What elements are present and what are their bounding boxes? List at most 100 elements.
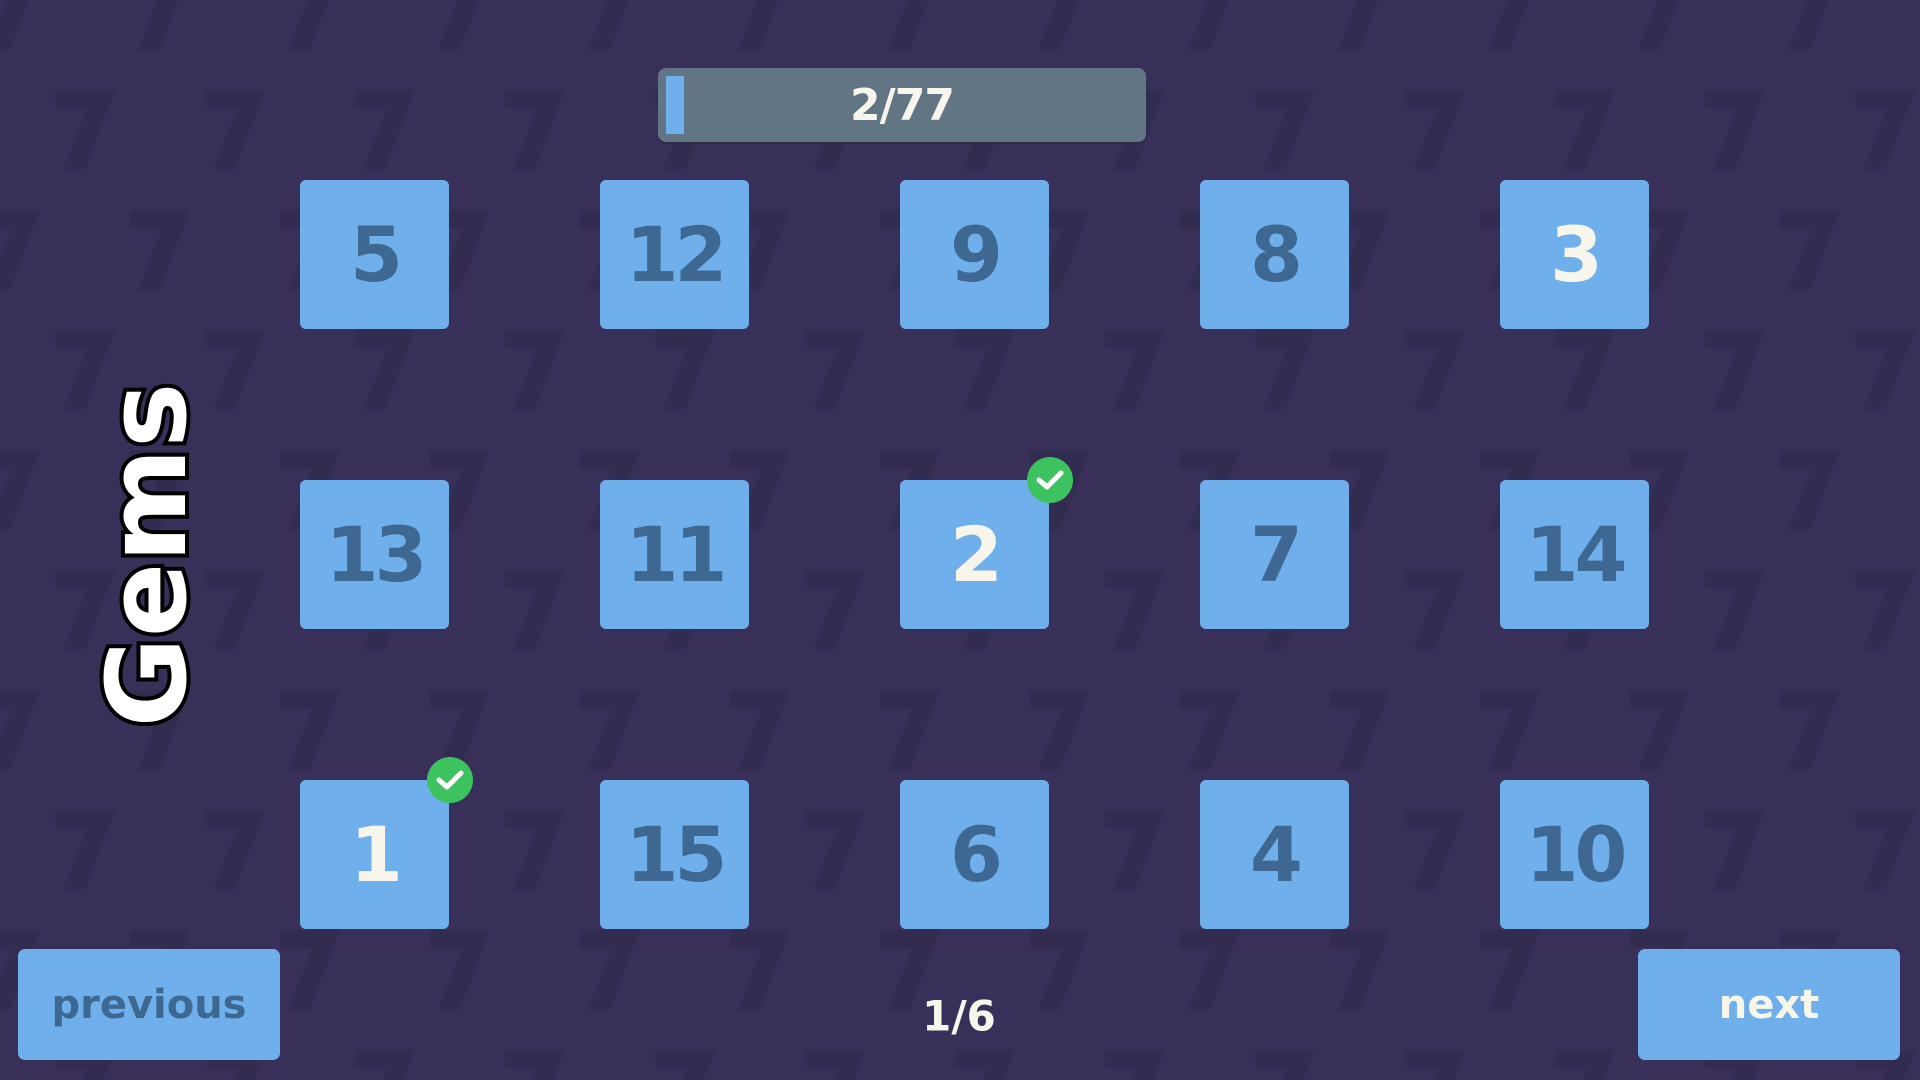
pattern-glyph (1405, 1050, 1465, 1080)
pattern-glyph (55, 810, 115, 890)
progress-fill (666, 76, 684, 134)
pattern-glyph (580, 930, 640, 1010)
pattern-glyph (1630, 210, 1690, 290)
pattern-glyph (805, 330, 865, 410)
pattern-glyph (205, 90, 265, 170)
pattern-glyph (730, 690, 790, 770)
level-tile[interactable]: 11 (600, 480, 749, 629)
pattern-glyph (655, 330, 715, 410)
pattern-glyph (730, 450, 790, 530)
pattern-glyph (1105, 1050, 1165, 1080)
pattern-glyph (1855, 90, 1915, 170)
pattern-glyph (438, 0, 479, 50)
check-circle-icon (1027, 457, 1073, 503)
level-tile[interactable]: 10 (1500, 780, 1649, 929)
level-tile[interactable]: 1 (300, 780, 449, 929)
category-title: Gems (79, 379, 215, 732)
level-tile[interactable]: 5 (300, 180, 449, 329)
pattern-glyph (1255, 1050, 1315, 1080)
level-tile[interactable]: 4 (1200, 780, 1349, 929)
pattern-glyph (0, 690, 40, 770)
pattern-glyph (430, 690, 490, 770)
pattern-glyph (1480, 690, 1540, 770)
pattern-glyph (505, 1050, 565, 1080)
pattern-glyph (1405, 570, 1465, 650)
pattern-glyph (55, 90, 115, 170)
pattern-glyph (1330, 690, 1390, 770)
level-tile[interactable]: 6 (900, 780, 1049, 929)
pattern-glyph (1488, 0, 1529, 50)
pattern-glyph (1788, 0, 1829, 50)
pattern-glyph (1630, 690, 1690, 770)
level-tile[interactable]: 8 (1200, 180, 1349, 329)
pattern-glyph (1030, 930, 1090, 1010)
pattern-glyph (805, 570, 865, 650)
pattern-glyph (1180, 690, 1240, 770)
pattern-glyph (505, 810, 565, 890)
pattern-glyph (355, 90, 415, 170)
pattern-glyph (1188, 0, 1229, 50)
pattern-glyph (1705, 810, 1765, 890)
pattern-glyph (430, 210, 490, 290)
pattern-glyph (880, 690, 940, 770)
level-tile[interactable]: 12 (600, 180, 749, 329)
pattern-glyph (1180, 930, 1240, 1010)
level-tile[interactable]: 9 (900, 180, 1049, 329)
pattern-glyph (1105, 570, 1165, 650)
pattern-glyph (355, 330, 415, 410)
progress-bar: 2/77 (658, 68, 1146, 142)
pattern-glyph (1555, 90, 1615, 170)
pattern-glyph (738, 0, 779, 50)
pattern-glyph (280, 930, 340, 1010)
level-tile[interactable]: 14 (1500, 480, 1649, 629)
pattern-glyph (1255, 330, 1315, 410)
pattern-glyph (1855, 570, 1915, 650)
pattern-glyph (1555, 330, 1615, 410)
pattern-glyph (580, 690, 640, 770)
pattern-glyph (1405, 810, 1465, 890)
pattern-glyph (355, 1050, 415, 1080)
pattern-glyph (1338, 0, 1379, 50)
check-circle-icon (427, 757, 473, 803)
level-tile[interactable]: 2 (900, 480, 1049, 629)
pattern-glyph (1105, 810, 1165, 890)
pattern-glyph (730, 210, 790, 290)
pattern-glyph (1630, 450, 1690, 530)
pattern-glyph (1780, 450, 1840, 530)
pattern-glyph (1030, 690, 1090, 770)
pattern-glyph (205, 810, 265, 890)
pattern-glyph (805, 1050, 865, 1080)
pattern-glyph (1405, 90, 1465, 170)
pattern-glyph (505, 90, 565, 170)
next-button[interactable]: next (1638, 949, 1900, 1060)
pattern-glyph (130, 690, 190, 770)
pattern-glyph (730, 930, 790, 1010)
pattern-glyph (1705, 90, 1765, 170)
pattern-glyph (205, 330, 265, 410)
progress-label: 2/77 (850, 79, 955, 131)
pattern-glyph (955, 330, 1015, 410)
level-tile[interactable]: 13 (300, 480, 449, 629)
pattern-glyph (1330, 450, 1390, 530)
pattern-glyph (130, 450, 190, 530)
pattern-glyph (288, 0, 329, 50)
pattern-glyph (55, 570, 115, 650)
pattern-glyph (655, 1050, 715, 1080)
pattern-glyph (1855, 330, 1915, 410)
pattern-glyph (130, 210, 190, 290)
pattern-glyph (1555, 1050, 1615, 1080)
pattern-glyph (1255, 90, 1315, 170)
pattern-glyph (0, 0, 29, 50)
level-tile[interactable]: 3 (1500, 180, 1649, 329)
level-tile[interactable]: 7 (1200, 480, 1349, 629)
pattern-glyph (0, 450, 40, 530)
level-tile[interactable]: 15 (600, 780, 749, 929)
pattern-glyph (1855, 810, 1915, 890)
pattern-glyph (888, 0, 929, 50)
previous-button[interactable]: previous (18, 949, 280, 1060)
pattern-glyph (1480, 930, 1540, 1010)
page-indicator: 1/6 (922, 991, 996, 1041)
pattern-glyph (505, 330, 565, 410)
pattern-glyph (0, 210, 40, 290)
pattern-glyph (430, 450, 490, 530)
